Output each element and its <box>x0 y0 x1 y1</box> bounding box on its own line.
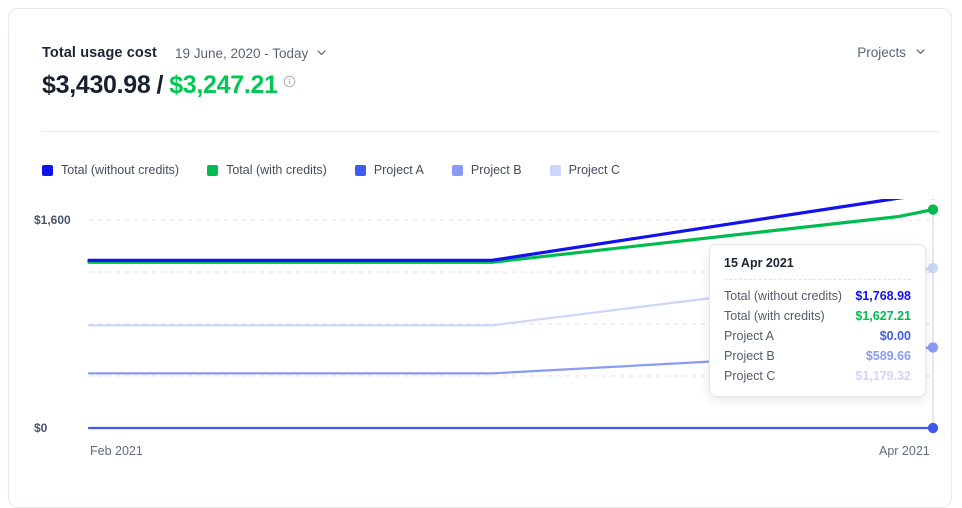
tooltip-divider <box>724 279 911 281</box>
total-without-credits: $3,430.98 <box>42 71 151 100</box>
legend-swatch <box>452 165 463 176</box>
legend-label: Project C <box>569 163 620 177</box>
usage-cost-card: Total usage cost 19 June, 2020 - Today P… <box>8 8 952 508</box>
x-axis-tick-left: Feb 2021 <box>90 444 143 458</box>
chart-tooltip: 15 Apr 2021 Total (without credits) $1,7… <box>709 244 926 397</box>
header-left-group: Total usage cost 19 June, 2020 - Today <box>42 45 327 61</box>
tooltip-row: Total (without credits) $1,768.98 <box>724 286 911 306</box>
tooltip-row: Project A $0.00 <box>724 326 911 346</box>
projects-filter-label: Projects <box>857 45 906 60</box>
totals-separator: / <box>151 71 170 100</box>
date-range-label: 19 June, 2020 - Today <box>175 46 308 61</box>
projects-filter[interactable]: Projects <box>857 45 926 60</box>
tooltip-row: Project B $589.66 <box>724 346 911 366</box>
legend-swatch <box>355 165 366 176</box>
totals-row: $3,430.98 / $3,247.21 <box>42 71 296 100</box>
header-divider <box>42 131 939 132</box>
tooltip-row: Total (with credits) $1,627.21 <box>724 306 911 326</box>
tooltip-value: $1,627.21 <box>855 309 911 323</box>
legend-swatch <box>42 165 53 176</box>
tooltip-label: Project A <box>724 329 774 343</box>
page-title: Total usage cost <box>42 45 157 61</box>
tooltip-label: Project C <box>724 369 775 383</box>
legend-label: Total (without credits) <box>61 163 179 177</box>
tooltip-date: 15 Apr 2021 <box>724 256 911 279</box>
info-icon[interactable] <box>283 75 296 88</box>
legend-item-total-with-credits[interactable]: Total (with credits) <box>207 163 327 177</box>
card-header: Total usage cost 19 June, 2020 - Today P… <box>42 45 926 69</box>
tooltip-label: Project B <box>724 349 775 363</box>
tooltip-value: $0.00 <box>880 329 911 343</box>
tooltip-label: Total (without credits) <box>724 289 842 303</box>
legend-item-total-without-credits[interactable]: Total (without credits) <box>42 163 179 177</box>
legend-swatch <box>207 165 218 176</box>
chart-legend: Total (without credits) Total (with cred… <box>42 163 648 177</box>
chevron-down-icon <box>915 46 926 57</box>
legend-swatch <box>550 165 561 176</box>
chevron-down-icon <box>316 47 327 58</box>
tooltip-value: $1,179.32 <box>855 369 911 383</box>
legend-label: Project A <box>374 163 424 177</box>
tooltip-value: $1,768.98 <box>855 289 911 303</box>
legend-item-project-b[interactable]: Project B <box>452 163 522 177</box>
legend-label: Total (with credits) <box>226 163 327 177</box>
tooltip-label: Total (with credits) <box>724 309 825 323</box>
y-axis-tick-bottom: $0 <box>34 421 47 435</box>
legend-label: Project B <box>471 163 522 177</box>
total-with-credits: $3,247.21 <box>169 71 278 100</box>
tooltip-row: Project C $1,179.32 <box>724 366 911 386</box>
date-range-selector[interactable]: 19 June, 2020 - Today <box>175 46 327 61</box>
x-axis-tick-right: Apr 2021 <box>879 444 930 458</box>
tooltip-value: $589.66 <box>866 349 911 363</box>
y-axis-tick-top: $1,600 <box>34 213 71 227</box>
legend-item-project-a[interactable]: Project A <box>355 163 424 177</box>
legend-item-project-c[interactable]: Project C <box>550 163 620 177</box>
